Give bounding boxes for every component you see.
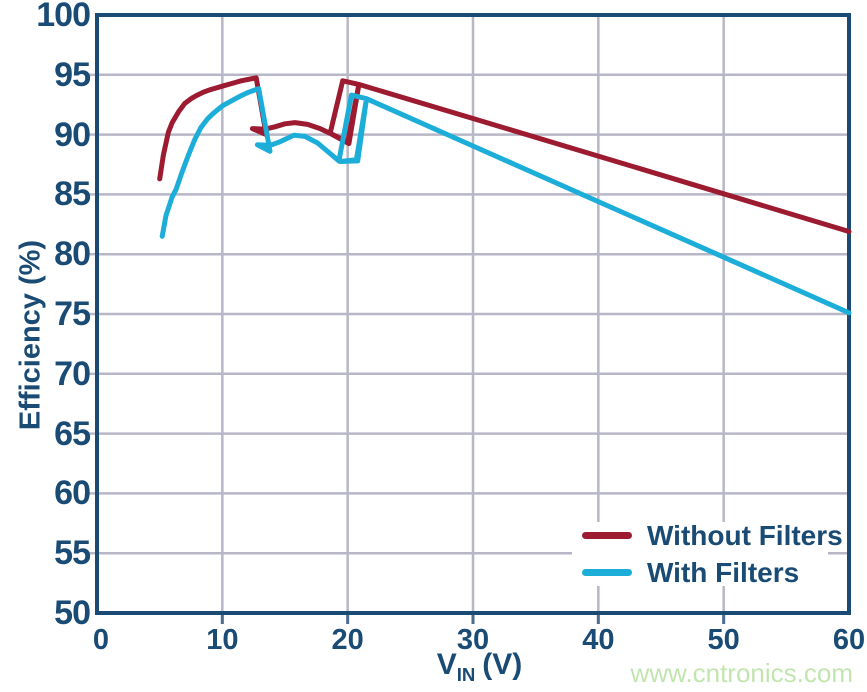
x-axis-title-unit: (V) — [482, 648, 523, 681]
legend-swatch-with-filters — [582, 569, 632, 576]
legend: Without Filters With Filters — [572, 521, 843, 588]
watermark: www.cntronics.com — [630, 658, 854, 688]
x-tick-label: 20 — [331, 624, 364, 656]
x-axis-title: VIN (V) — [397, 648, 562, 686]
y-tick-label: 75 — [54, 295, 91, 333]
y-tick-label: 95 — [54, 55, 91, 94]
y-tick-label: 90 — [54, 115, 91, 154]
x-tick-label: 40 — [582, 624, 615, 656]
x-tick-label: 30 — [456, 624, 490, 656]
plot-area — [89, 13, 852, 624]
y-tick-label: 100 — [36, 0, 91, 34]
legend-label-with-filters: With Filters — [647, 556, 800, 588]
legend-swatch-without-filters — [582, 532, 632, 539]
x-axis-title-subscript: IN — [456, 664, 476, 685]
y-tick-label: 65 — [54, 414, 91, 453]
x-tick-label: 60 — [832, 624, 866, 656]
series-line-with-filters — [159, 86, 852, 316]
series-line-without-filters — [157, 75, 852, 234]
legend-row-without-filters: Without Filters — [582, 521, 843, 550]
x-axis-title-symbol: V — [436, 648, 457, 681]
y-tick-label: 70 — [54, 354, 91, 393]
y-tick-label: 80 — [54, 235, 91, 274]
legend-row-with-filters: With Filters — [582, 556, 828, 588]
x-tick-label: 0 — [92, 624, 110, 656]
y-tick-label: 60 — [54, 474, 91, 513]
x-tick-label: 50 — [707, 624, 740, 656]
y-tick-label: 85 — [54, 175, 91, 214]
y-tick-label: 50 — [54, 594, 91, 632]
x-tick-label: 10 — [206, 624, 239, 656]
legend-label-without-filters: Without Filters — [647, 519, 843, 551]
y-tick-label: 55 — [54, 534, 91, 573]
